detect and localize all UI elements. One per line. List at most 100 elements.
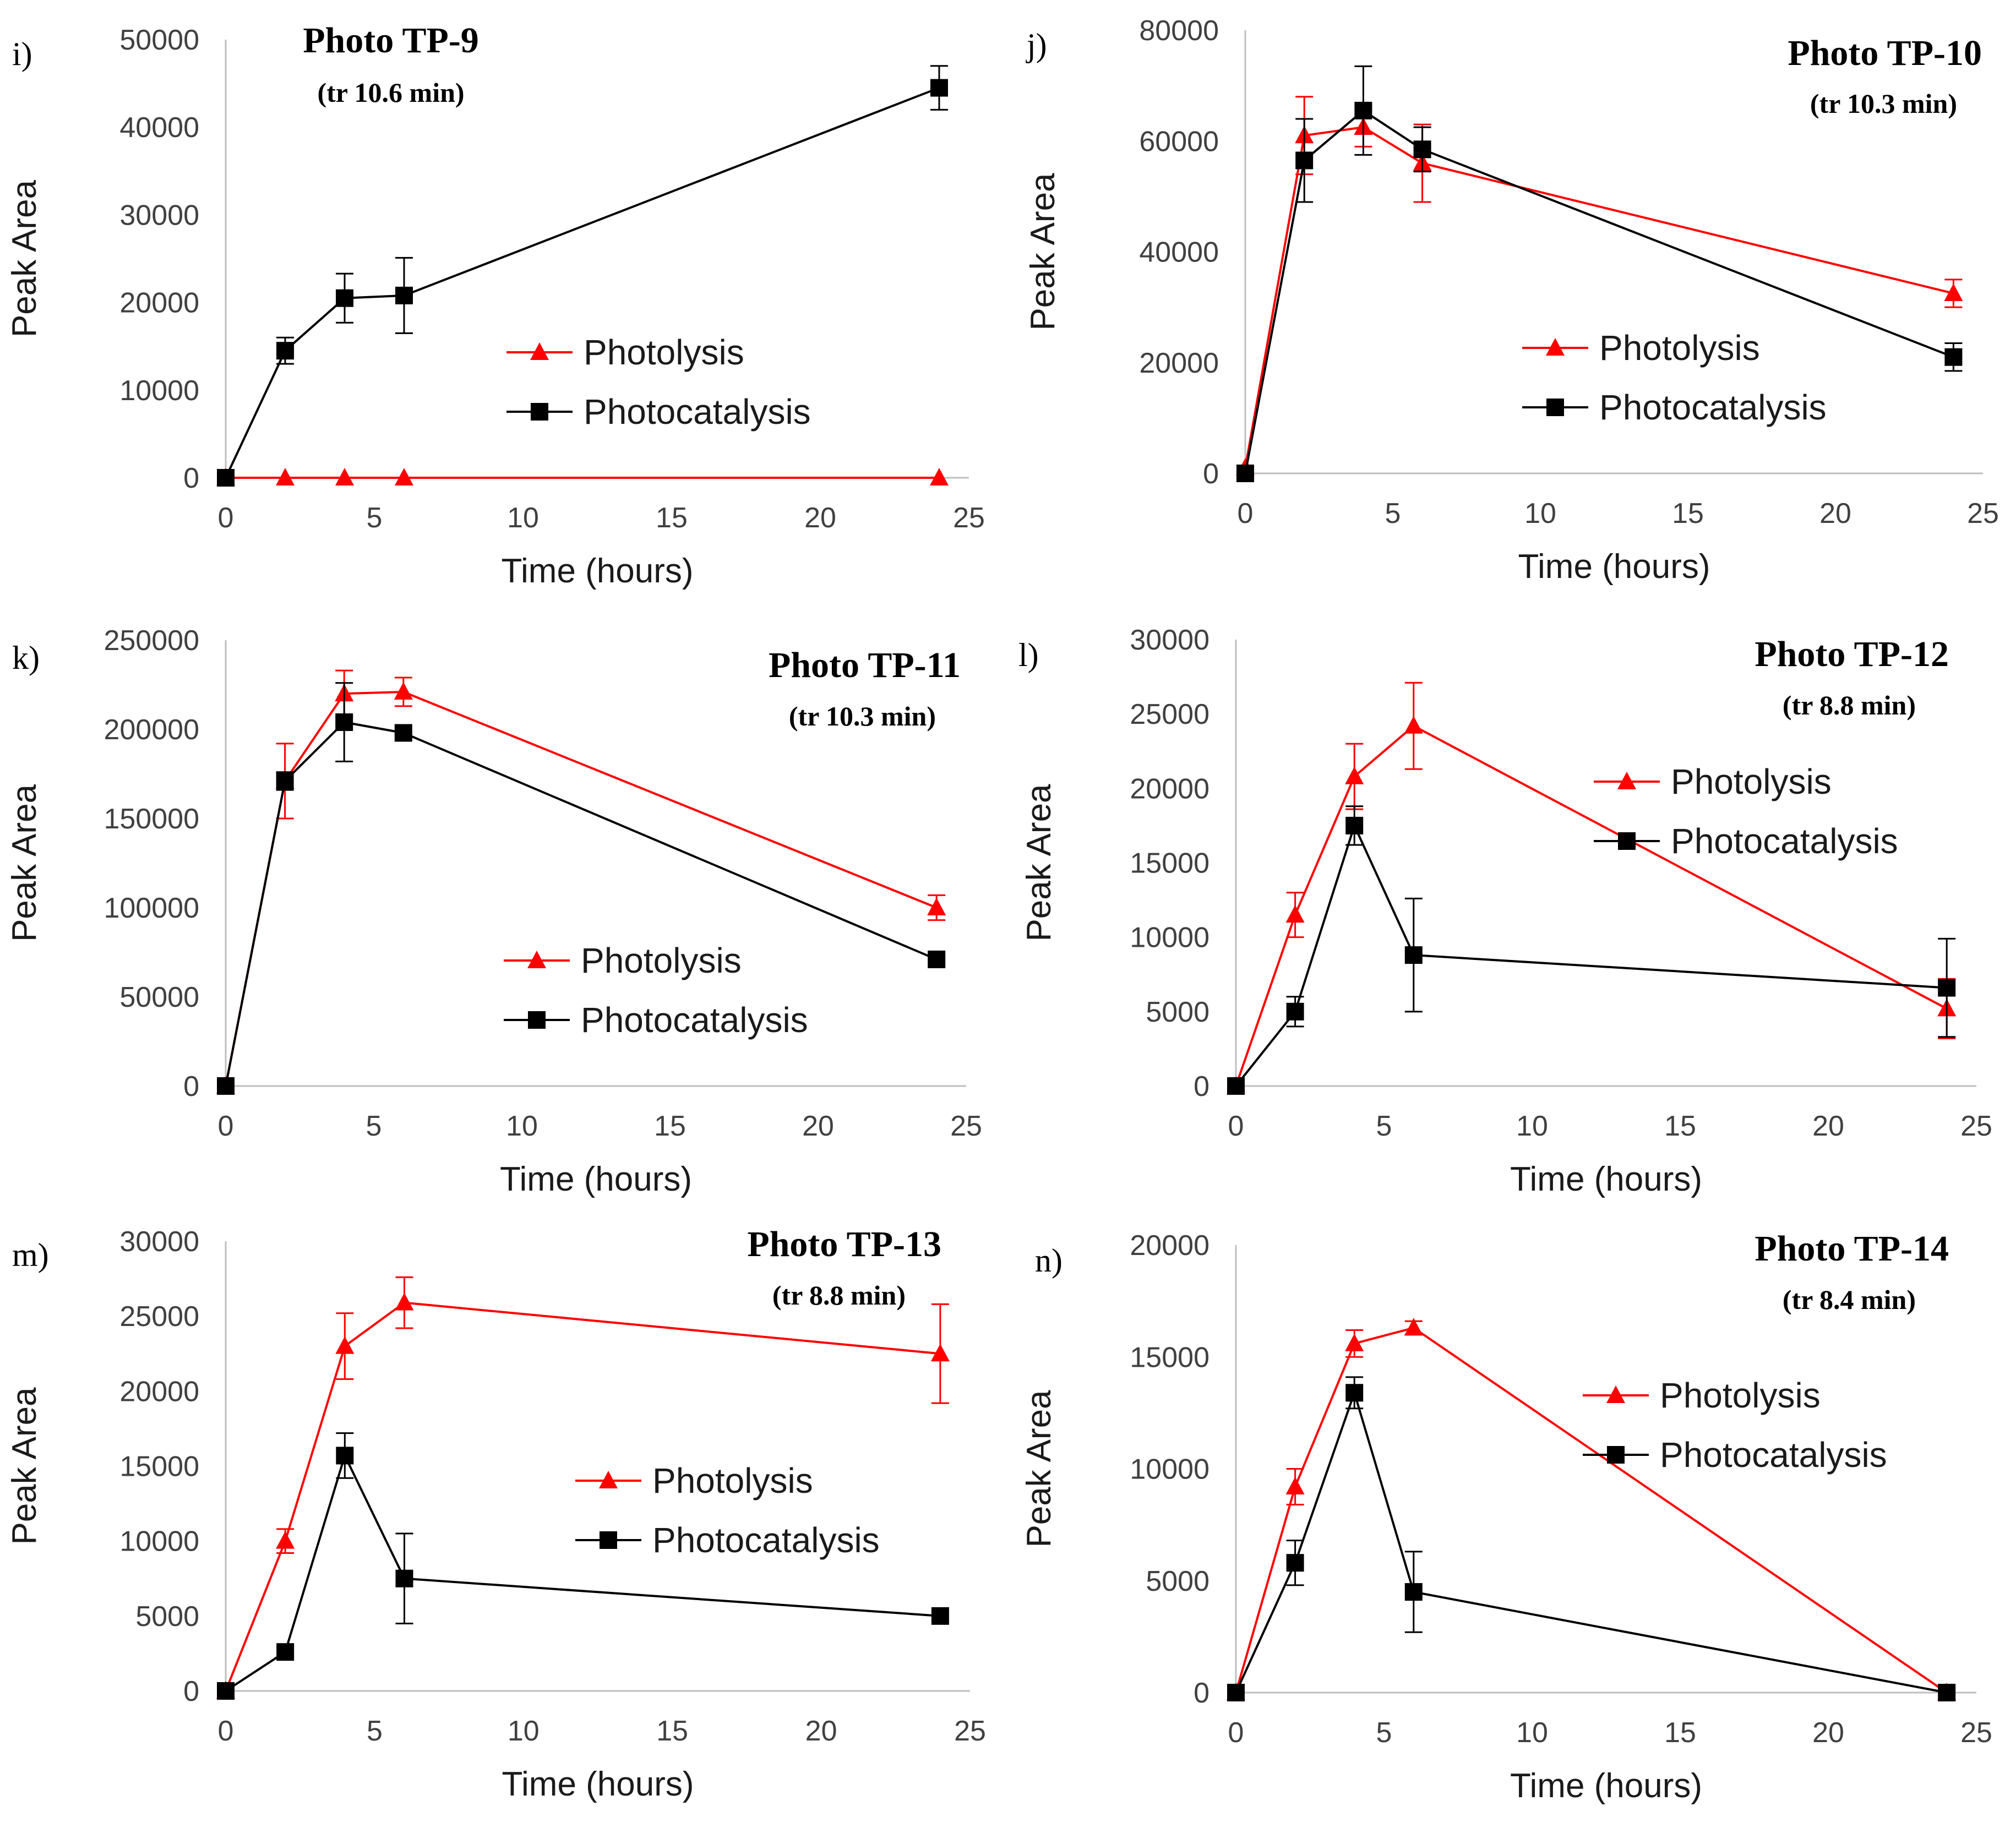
- x-tick-label: 25: [1960, 1110, 1992, 1142]
- x-tick-label: 0: [1228, 1717, 1244, 1749]
- y-tick-label: 50000: [119, 981, 199, 1013]
- panel-letter: j): [1026, 27, 1047, 63]
- series-photocatalysis: [217, 682, 946, 1095]
- y-tick-label: 20000: [1130, 773, 1209, 805]
- square-marker: [1938, 1684, 1956, 1701]
- square-marker: [930, 79, 948, 97]
- x-axis-label: Time (hours): [500, 1160, 692, 1198]
- series-line: [1235, 822, 1947, 1087]
- y-tick-label: 10000: [119, 1526, 199, 1558]
- y-axis-label: Peak Area: [6, 1387, 43, 1545]
- legend-square-marker: [1546, 399, 1564, 416]
- chart-panel-1: 0 20000 40000 60000 80000 0 5 10 15 20 25 Time (hou…: [1024, 15, 1999, 586]
- series-photocatalysis: [1236, 65, 1963, 482]
- square-marker: [1404, 946, 1423, 964]
- chart-title: Photo TP-9: [303, 20, 479, 61]
- chart-subtitle: (tr 10.3 min): [1810, 88, 1957, 119]
- legend: Photolysis Photocatalysis: [1583, 1376, 1887, 1475]
- chart-title: Photo TP-10: [1788, 33, 1982, 73]
- triangle-marker: [395, 468, 413, 485]
- y-tick-label: 10000: [1130, 1454, 1209, 1486]
- square-marker: [336, 1447, 354, 1465]
- legend-triangle-marker: [530, 342, 549, 360]
- square-marker: [336, 289, 353, 307]
- x-tick-label: 0: [1238, 498, 1254, 530]
- series-photocatalysis: [217, 1432, 949, 1700]
- series-photolysis: [216, 1276, 950, 1699]
- x-tick-label: 10: [1516, 1110, 1548, 1142]
- x-axis-label: Time (hours): [1510, 1160, 1702, 1198]
- triangle-marker: [1345, 766, 1364, 784]
- square-marker: [1236, 465, 1254, 482]
- x-tick-label: 15: [656, 502, 688, 534]
- legend-label: Photocatalysis: [1671, 821, 1898, 861]
- legend-label: Photolysis: [1599, 328, 1760, 368]
- legend-label: Photocatalysis: [581, 1000, 808, 1040]
- y-tick-label: 0: [183, 462, 199, 494]
- series-photolysis: [1227, 1318, 1957, 1700]
- square-marker: [1227, 1077, 1245, 1095]
- square-marker: [394, 724, 412, 742]
- y-tick-label: 20000: [119, 287, 199, 319]
- x-tick-label: 5: [1385, 498, 1401, 530]
- triangle-marker: [276, 1531, 295, 1549]
- y-tick-label: 20000: [1139, 347, 1219, 379]
- chart-subtitle: (tr 8.8 min): [1783, 690, 1916, 721]
- series-photolysis: [216, 468, 949, 485]
- square-marker: [1938, 979, 1956, 997]
- chart-panel-2: 0 50000 100000 150000 200000 250000 0 5 10 15 20 25…: [6, 625, 982, 1198]
- y-tick-label: 0: [183, 1071, 199, 1103]
- x-tick-label: 25: [1967, 498, 1999, 530]
- x-tick-label: 25: [1960, 1717, 1992, 1749]
- chart-panel-0: 0 10000 20000 30000 40000 50000 0 5 10 15 20 25 Time…: [6, 20, 985, 590]
- x-axis-label: Time (hours): [1510, 1767, 1702, 1805]
- x-tick-label: 20: [1812, 1110, 1844, 1142]
- y-tick-label: 5000: [135, 1601, 199, 1633]
- y-tick-label: 20000: [1130, 1230, 1209, 1262]
- x-tick-label: 5: [1376, 1110, 1392, 1142]
- chart-panel-5: 0 5000 10000 15000 20000 0 5 10 15 20 25 Time (hour…: [1020, 1229, 1992, 1805]
- y-tick-label: 25000: [119, 1301, 199, 1333]
- square-marker: [217, 469, 235, 487]
- legend-label: Photolysis: [652, 1461, 813, 1500]
- legend-triangle-marker: [527, 951, 546, 968]
- panel-letter: l): [1018, 637, 1039, 673]
- square-marker: [1345, 816, 1364, 834]
- square-marker: [1413, 140, 1431, 159]
- square-marker: [335, 713, 353, 732]
- x-tick-label: 20: [805, 1715, 837, 1747]
- triangle-marker: [1404, 716, 1423, 734]
- x-tick-label: 5: [367, 502, 383, 534]
- x-tick-label: 5: [1376, 1717, 1392, 1749]
- legend-triangle-marker: [1617, 772, 1636, 789]
- y-tick-label: 5000: [1146, 996, 1209, 1028]
- y-tick-label: 0: [183, 1676, 199, 1707]
- y-tick-label: 30000: [1130, 624, 1209, 656]
- x-tick-label: 20: [1812, 1717, 1844, 1749]
- legend-square-marker: [1618, 832, 1636, 850]
- panel-letter: m): [12, 1237, 49, 1273]
- x-tick-label: 10: [508, 1715, 540, 1747]
- chart-panel-3: 0 5000 10000 15000 20000 25000 30000 0 5 10 15 20 25…: [1018, 624, 1992, 1198]
- y-tick-label: 5000: [1146, 1565, 1209, 1597]
- series-line: [1235, 1327, 1948, 1694]
- y-tick-label: 40000: [1139, 237, 1219, 269]
- x-tick-label: 20: [802, 1110, 834, 1142]
- legend-label: Photolysis: [1660, 1376, 1821, 1415]
- chart-subtitle: (tr 8.8 min): [772, 1280, 906, 1311]
- y-axis-label: Peak Area: [6, 784, 43, 942]
- y-axis-label: Peak Area: [1024, 173, 1062, 331]
- chart-panel-4: 0 5000 10000 15000 20000 25000 30000 0 5 10 15 20 25…: [6, 1224, 986, 1803]
- legend-triangle-marker: [599, 1471, 618, 1488]
- triangle-marker: [1944, 283, 1963, 301]
- x-tick-label: 15: [1664, 1110, 1696, 1142]
- legend-square-marker: [528, 1011, 546, 1029]
- triangle-marker: [335, 1336, 355, 1354]
- x-tick-label: 20: [1819, 498, 1851, 530]
- legend-square-marker: [531, 403, 548, 421]
- series-line: [225, 86, 940, 478]
- legend-label: Photocatalysis: [584, 392, 811, 432]
- x-tick-label: 0: [218, 502, 234, 534]
- x-tick-label: 0: [218, 1715, 234, 1747]
